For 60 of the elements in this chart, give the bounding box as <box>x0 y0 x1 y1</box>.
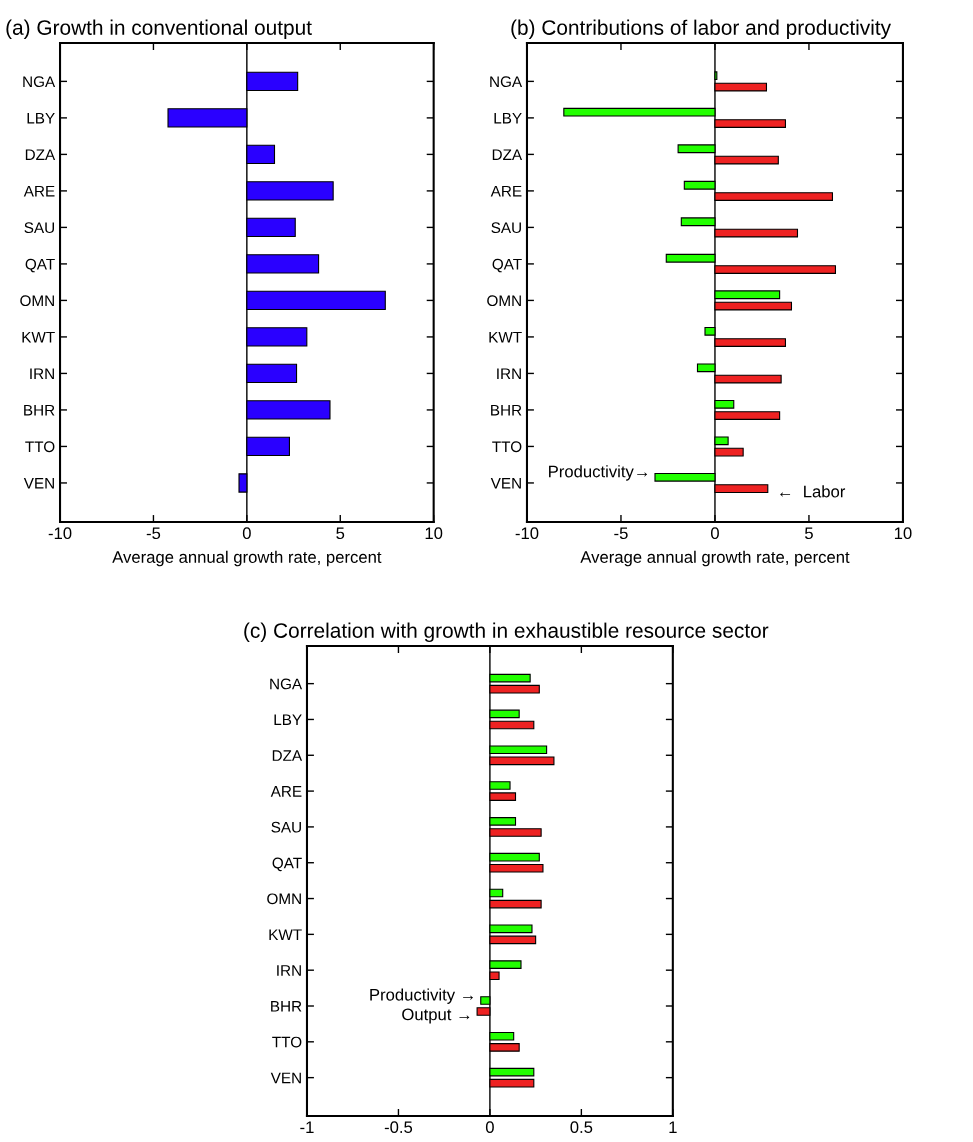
y-tick-label: KWT <box>269 929 302 940</box>
y-tick-label: ARE <box>270 786 302 797</box>
y-tick-label: DZA <box>25 149 56 160</box>
y-tick-label: ARE <box>490 185 522 197</box>
y-tick-label: LBY <box>27 112 55 124</box>
y-tick-label: SAU <box>491 222 521 234</box>
y-tick-label: ARE <box>23 185 55 197</box>
x-axis-title: Average annual growth rate, percent <box>580 550 850 567</box>
annotation: Productivity → <box>370 988 473 1004</box>
x-tick-label: 1 <box>669 1121 677 1133</box>
y-tick-label: KWT <box>22 331 55 343</box>
x-tick-label: -10 <box>48 527 72 540</box>
chart-title: (c) Correlation with growth in exhaustible resource sector <box>244 622 769 643</box>
y-tick-label: OMN <box>267 893 301 905</box>
y-tick-label: KWT <box>489 331 522 343</box>
y-tick-label: DZA <box>492 149 523 160</box>
x-tick-label: -10 <box>515 527 539 540</box>
y-tick-label: QAT <box>492 258 522 273</box>
y-tick-label: IRN <box>277 965 301 976</box>
chart-title: (b) Contributions of labor and productivity <box>511 19 891 40</box>
annotation: Output → <box>402 1008 470 1024</box>
x-tick-label: 10 <box>894 527 912 540</box>
y-tick-label: BHR <box>24 404 55 416</box>
x-tick-label: 0 <box>485 1121 494 1134</box>
chart-title: (a) Growth in conventional output <box>6 19 312 40</box>
y-tick-label: IRN <box>497 368 521 379</box>
y-tick-label: SAU <box>24 222 54 234</box>
y-tick-label: QAT <box>25 258 55 273</box>
y-tick-label: NGA <box>23 76 56 88</box>
y-tick-label: LBY <box>494 112 522 124</box>
x-tick-label: 10 <box>425 527 443 540</box>
x-tick-label: 0 <box>710 527 719 540</box>
y-tick-label: OMN <box>20 295 54 307</box>
annotation: ← Labor <box>780 485 846 498</box>
y-tick-label: TTO <box>272 1036 302 1048</box>
x-tick-label: -5 <box>146 527 161 540</box>
y-tick-label: NGA <box>490 76 523 88</box>
annotation: Productivity→ <box>549 465 648 481</box>
y-tick-label: TTO <box>492 441 522 453</box>
x-axis-title: Average annual growth rate, percent <box>112 550 382 567</box>
y-tick-label: QAT <box>272 857 302 872</box>
y-tick-label: LBY <box>274 714 302 725</box>
x-tick-label: 5 <box>804 527 813 540</box>
y-tick-label: VEN <box>23 477 54 489</box>
y-tick-label: BHR <box>491 404 522 416</box>
x-tick-label: -0.5 <box>384 1121 413 1134</box>
y-tick-label: BHR <box>271 1001 302 1012</box>
x-tick-label: 0 <box>242 527 251 540</box>
x-tick-label: -5 <box>614 527 628 540</box>
x-tick-label: 5 <box>336 527 345 540</box>
y-tick-label: VEN <box>270 1072 301 1084</box>
y-tick-label: SAU <box>271 821 301 833</box>
x-tick-label: -1 <box>300 1121 314 1133</box>
y-tick-label: TTO <box>25 441 55 453</box>
x-tick-label: 0.5 <box>570 1121 593 1134</box>
y-tick-label: NGA <box>270 678 303 690</box>
y-tick-label: DZA <box>272 750 303 761</box>
y-tick-label: IRN <box>30 368 54 379</box>
y-tick-label: OMN <box>487 295 521 307</box>
y-tick-label: VEN <box>490 477 521 489</box>
